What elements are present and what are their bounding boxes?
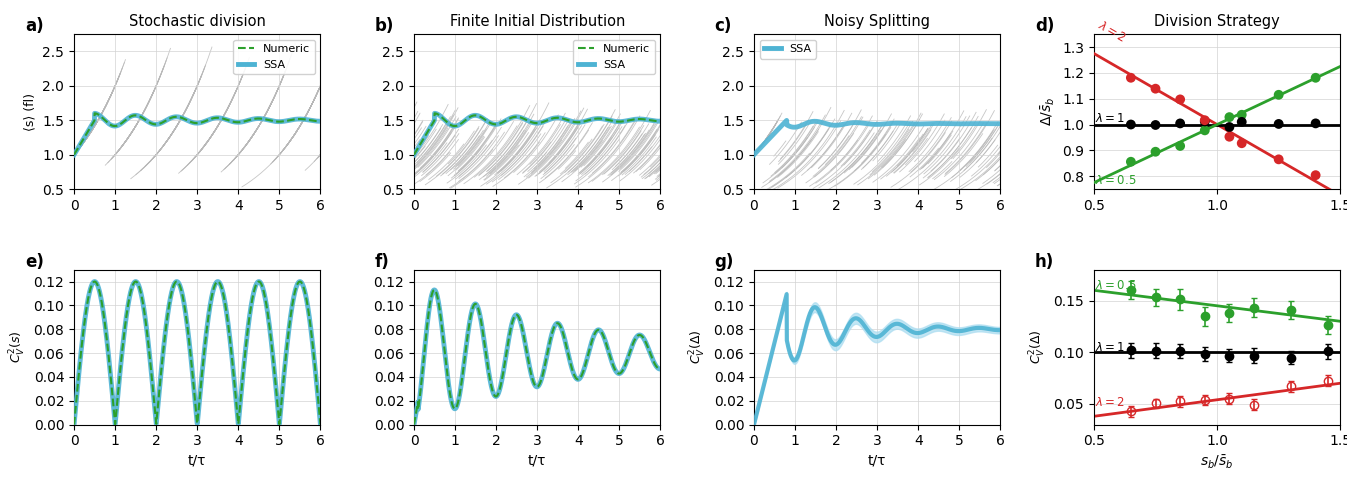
Point xyxy=(1219,133,1241,141)
Point xyxy=(1268,156,1289,163)
Point xyxy=(1169,142,1191,150)
X-axis label: t/τ: t/τ xyxy=(189,454,206,468)
X-axis label: t/τ: t/τ xyxy=(867,454,886,468)
Text: $\lambda = 0.5$: $\lambda = 0.5$ xyxy=(1095,174,1137,187)
Text: $\lambda = 0.5$: $\lambda = 0.5$ xyxy=(1095,279,1137,292)
Point xyxy=(1193,116,1215,124)
Point xyxy=(1231,118,1253,126)
Point xyxy=(1193,126,1215,134)
Text: b): b) xyxy=(374,17,393,35)
Text: a): a) xyxy=(24,17,43,35)
Point xyxy=(1121,74,1142,81)
Text: h): h) xyxy=(1034,253,1055,270)
Point xyxy=(1305,74,1327,81)
Text: $\lambda = 1$: $\lambda = 1$ xyxy=(1095,112,1126,125)
Point xyxy=(1145,148,1167,156)
Legend: Numeric, SSA: Numeric, SSA xyxy=(233,40,315,74)
Point xyxy=(1145,121,1167,129)
X-axis label: t/τ: t/τ xyxy=(528,454,547,468)
Text: $\lambda = 2$: $\lambda = 2$ xyxy=(1095,396,1126,409)
X-axis label: $s_b/\bar{s}_b$: $s_b/\bar{s}_b$ xyxy=(1200,454,1234,471)
Point xyxy=(1121,121,1142,128)
Title: Stochastic division: Stochastic division xyxy=(129,14,265,29)
Point xyxy=(1219,113,1241,121)
Text: $\lambda = 2$: $\lambda = 2$ xyxy=(1095,19,1127,45)
Point xyxy=(1121,158,1142,165)
Point xyxy=(1169,120,1191,127)
Point xyxy=(1305,171,1327,179)
Legend: Numeric, SSA: Numeric, SSA xyxy=(574,40,655,74)
Point xyxy=(1231,111,1253,119)
Point xyxy=(1268,120,1289,128)
Point xyxy=(1305,120,1327,127)
Text: $\lambda = 1$: $\lambda = 1$ xyxy=(1095,341,1126,354)
Text: g): g) xyxy=(714,253,734,270)
Y-axis label: $C^2_V(s)$: $C^2_V(s)$ xyxy=(8,331,28,364)
Y-axis label: $C^2_V(\Delta)$: $C^2_V(\Delta)$ xyxy=(688,330,709,365)
Text: f): f) xyxy=(374,253,389,270)
Y-axis label: $\Delta/\bar{s}_b$: $\Delta/\bar{s}_b$ xyxy=(1040,97,1056,126)
Point xyxy=(1231,140,1253,147)
Y-axis label: ⟨s⟩ (fl): ⟨s⟩ (fl) xyxy=(24,93,36,131)
Text: e): e) xyxy=(24,253,43,270)
Point xyxy=(1193,118,1215,125)
Title: Division Strategy: Division Strategy xyxy=(1154,14,1280,29)
Legend: SSA: SSA xyxy=(760,40,816,59)
Title: Noisy Splitting: Noisy Splitting xyxy=(824,14,931,29)
Point xyxy=(1169,96,1191,103)
Point xyxy=(1268,91,1289,99)
Text: c): c) xyxy=(714,17,731,35)
Y-axis label: $C^2_V(\Delta)$: $C^2_V(\Delta)$ xyxy=(1028,330,1048,365)
Title: Finite Initial Distribution: Finite Initial Distribution xyxy=(450,14,625,29)
Point xyxy=(1219,123,1241,131)
Text: d): d) xyxy=(1034,17,1055,35)
Point xyxy=(1145,85,1167,93)
